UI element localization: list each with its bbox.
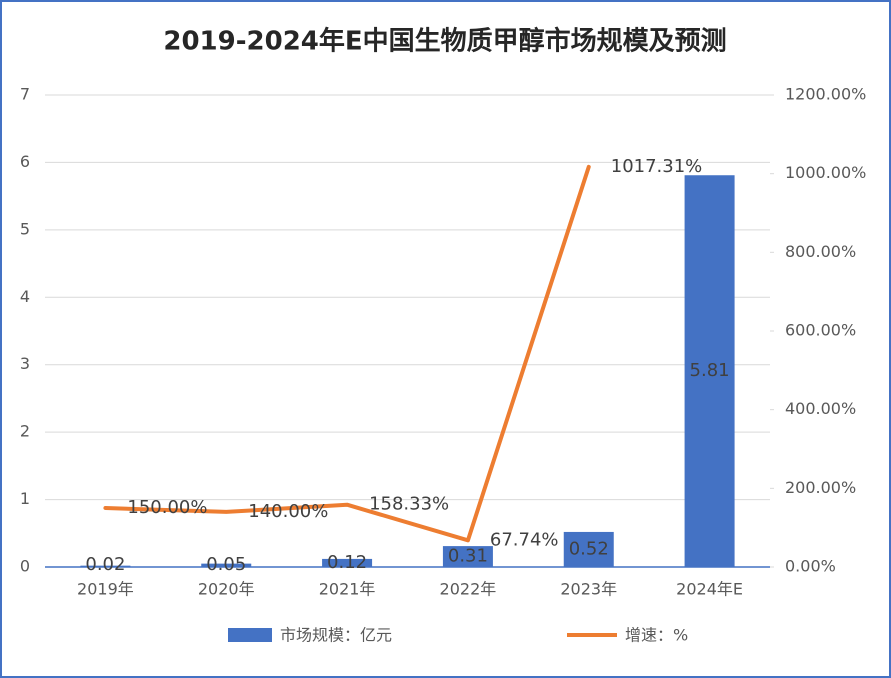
- bar-value-label: 0.52: [569, 538, 609, 559]
- bar-value-label: 0.31: [448, 546, 488, 567]
- y2-tick-label: 1000.00%: [785, 163, 866, 182]
- y-tick-label: 5: [20, 219, 30, 238]
- y2-tick-label: 600.00%: [785, 321, 856, 340]
- y-tick-label: 6: [20, 152, 30, 171]
- line-value-label: 150.00%: [127, 497, 207, 518]
- y-tick-label: 0: [20, 557, 30, 576]
- x-tick-label: 2019年: [77, 580, 134, 599]
- legend-label: 市场规模：亿元: [280, 626, 392, 645]
- y2-tick-label: 800.00%: [785, 242, 856, 261]
- line-value-label: 67.74%: [490, 529, 559, 550]
- x-tick-label: 2020年: [198, 580, 255, 599]
- legend-swatch: [228, 628, 272, 642]
- bar: [201, 563, 252, 567]
- legend-label: 增速：%: [625, 626, 688, 645]
- y-tick-label: 4: [20, 287, 30, 306]
- y2-tick-label: 400.00%: [785, 399, 856, 418]
- x-tick-label: 2023年: [560, 580, 617, 599]
- bar: [442, 546, 493, 567]
- line: [103, 164, 591, 543]
- bar-value-label: 0.12: [327, 552, 367, 573]
- y-tick-label: 2: [20, 422, 30, 441]
- bar: [80, 565, 131, 567]
- bar: [684, 175, 735, 568]
- chart-title: 2019-2024年E中国生物质甲醇市场规模及预测: [163, 26, 726, 57]
- y-tick-label: 1: [20, 489, 30, 508]
- bar-value-label: 5.81: [690, 360, 730, 381]
- line-value-label: 1017.31%: [611, 156, 703, 177]
- bar: [563, 531, 614, 567]
- bar: [322, 558, 373, 567]
- line-value-label: 140.00%: [248, 501, 328, 522]
- y-tick-label: 7: [20, 85, 30, 104]
- line-value-label: 158.33%: [369, 494, 449, 515]
- x-tick-label: 2021年: [319, 580, 376, 599]
- y2-tick-label: 200.00%: [785, 478, 856, 497]
- bar-value-label: 0.05: [206, 554, 246, 575]
- y2-tick-label: 1200.00%: [785, 85, 866, 104]
- x-tick-label: 2022年: [440, 580, 497, 599]
- y2-tick-label: 0.00%: [785, 557, 836, 576]
- bar-value-label: 0.02: [85, 554, 125, 575]
- y-tick-label: 3: [20, 354, 30, 373]
- x-tick-label: 2024年E: [676, 580, 743, 599]
